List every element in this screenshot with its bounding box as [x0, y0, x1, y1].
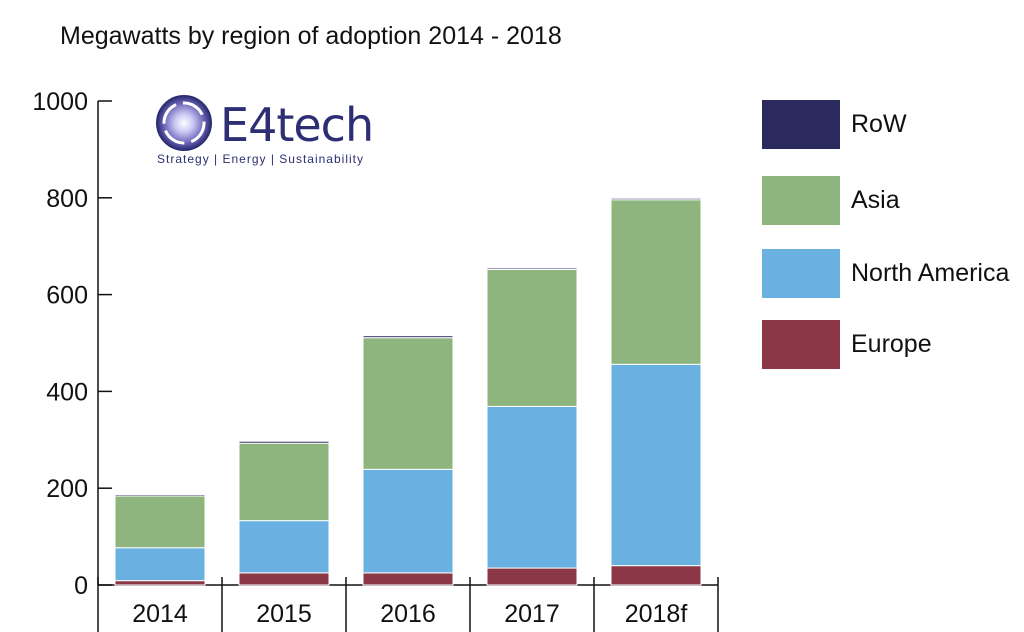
logo-emblem-icon	[156, 95, 212, 151]
bar-segment-row	[610, 197, 702, 201]
bar-segment-europe	[486, 567, 578, 586]
bar-segment-north-america	[362, 468, 454, 574]
bar-segment-north-america	[238, 520, 330, 574]
legend-label: North America	[851, 259, 1010, 287]
logo-tagline: Strategy | Energy | Sustainability	[157, 152, 364, 166]
legend-swatch	[762, 100, 840, 149]
y-tick-label: 800	[46, 185, 88, 213]
bar-segment-north-america	[610, 363, 702, 567]
legend-item-row: RoW	[762, 100, 907, 149]
bar-segment-row	[362, 335, 454, 339]
x-tick-label: 2018f	[625, 600, 688, 628]
bar-segment-north-america	[486, 405, 578, 569]
x-tick-label: 2015	[256, 600, 312, 628]
bar-segment-north-america	[114, 547, 206, 582]
legend-label: Asia	[851, 186, 900, 214]
legend-swatch	[762, 320, 840, 369]
chart-title: Megawatts by region of adoption 2014 - 2…	[60, 22, 562, 50]
logo-wordmark: E4tech	[220, 98, 374, 152]
bar-segment-asia	[610, 199, 702, 365]
bar-segment-asia	[362, 337, 454, 470]
y-tick-label: 0	[74, 572, 88, 600]
y-tick-label: 400	[46, 378, 88, 406]
bar-segment-europe	[610, 565, 702, 586]
bar-segment-asia	[114, 495, 206, 549]
legend-swatch	[762, 176, 840, 225]
x-tick-label: 2014	[132, 600, 188, 628]
y-tick-label: 200	[46, 475, 88, 503]
y-tick-label: 1000	[32, 88, 88, 116]
bar-segment-europe	[238, 572, 330, 586]
bar-segment-row	[486, 267, 578, 270]
y-tick-label: 600	[46, 282, 88, 310]
bar-segment-row	[114, 493, 206, 497]
legend-label: Europe	[851, 330, 932, 358]
bar-segment-europe	[114, 580, 206, 586]
bar-segment-asia	[486, 268, 578, 407]
legend-item-europe: Europe	[762, 320, 932, 369]
legend-item-north-america: North America	[762, 249, 1009, 298]
x-tick-label: 2016	[380, 600, 436, 628]
x-tick-label: 2017	[504, 600, 560, 628]
legend-item-asia: Asia	[762, 176, 900, 225]
bar-segment-europe	[362, 572, 454, 586]
bar-segment-row	[238, 440, 330, 444]
bar-segment-asia	[238, 442, 330, 522]
legend-label: RoW	[851, 110, 907, 138]
legend-swatch	[762, 249, 840, 298]
